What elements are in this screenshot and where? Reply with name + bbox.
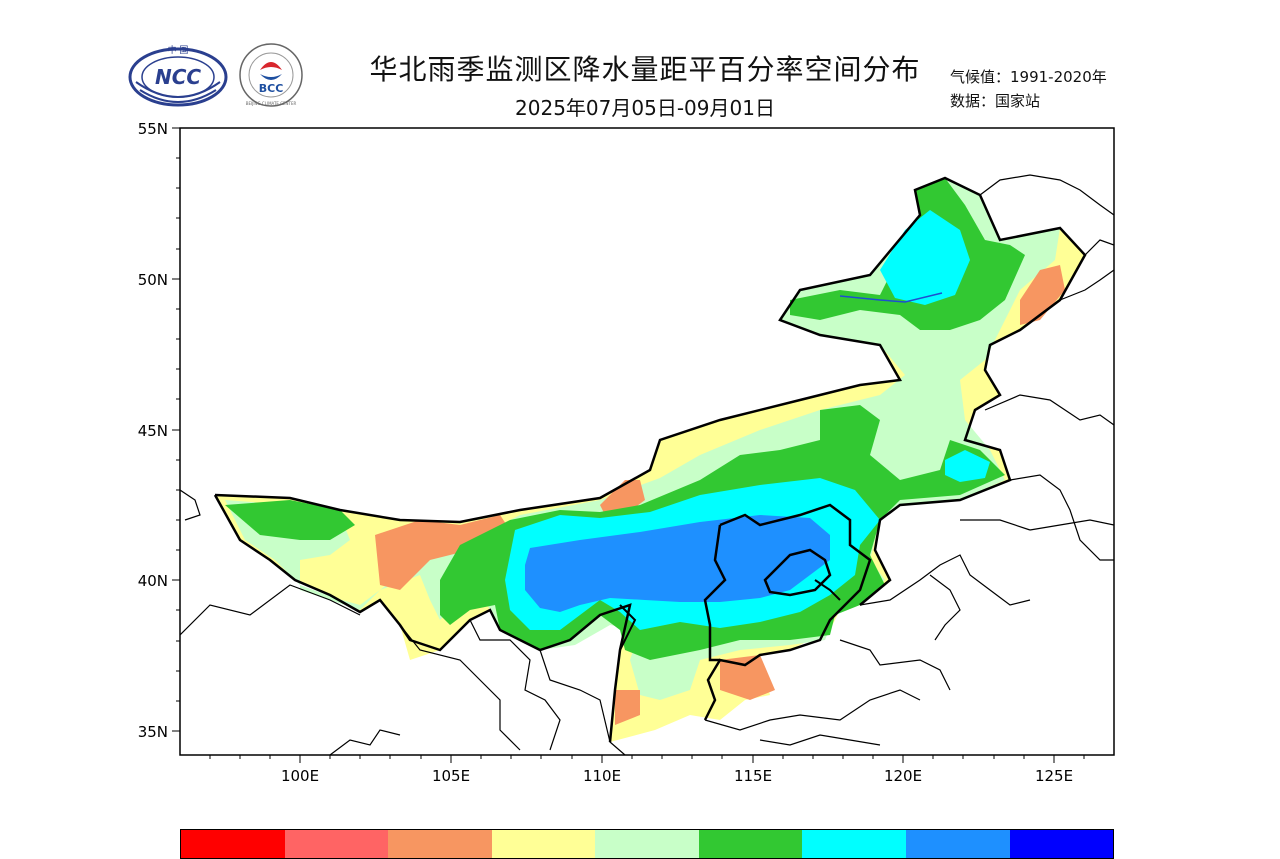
legend-swatch [698,830,803,858]
anomaly-patch-orange-west [375,515,510,590]
legend-swatch [284,830,389,858]
map-title: 华北雨季监测区降水量距平百分率空间分布 [369,53,921,86]
lat-label-35n: 35N [138,723,168,741]
lon-label-100e: 100E [281,767,319,785]
anomaly-patch-orange-southwest [615,690,640,725]
map-frame [179,127,1115,756]
lat-label-40n: 40N [138,572,168,590]
anomaly-patch-orange-northeast [1020,265,1065,325]
legend-swatch [181,830,285,858]
ncc-logo-top-text: 中 国 [168,44,189,56]
ncc-logo-text: NCC [155,65,201,89]
climate-baseline-note: 气候值：1991-2020年 [950,68,1107,86]
lat-label-45n: 45N [138,422,168,440]
lat-label-55n: 55N [138,120,168,138]
data-source-note: 数据：国家站 [950,92,1041,110]
bcc-logo: BCC BEIJING CLIMATE CENTER [238,42,304,108]
legend-swatch [802,830,906,858]
ncc-logo: 中 国 NCC [126,42,230,108]
lat-label-50n: 50N [138,271,168,289]
legend-swatch [491,830,596,858]
lon-label-105e: 105E [432,767,470,785]
anomaly-region-blue [525,515,830,612]
color-legend [180,829,1114,859]
lon-label-110e: 110E [583,767,621,785]
lon-axis [209,755,1085,763]
legend-swatch [905,830,1010,858]
bcc-logo-text: BCC [259,82,284,95]
anomaly-region-cyan-east [945,450,990,482]
anomaly-region-green [225,500,355,540]
legend-swatch [595,830,699,858]
lat-axis [172,127,180,732]
lon-label-115e: 115E [734,767,772,785]
anomaly-patch-orange-south [720,655,775,700]
legend-swatch [388,830,492,858]
lon-label-120e: 120E [884,767,922,785]
legend-swatch [1009,830,1114,858]
anomaly-region-cyan-north [880,210,970,305]
map-subtitle: 2025年07月05日-09月01日 [515,96,775,120]
province-borders [214,176,1087,606]
lon-label-125e: 125E [1035,767,1073,785]
bcc-logo-ring-text: BEIJING CLIMATE CENTER [246,101,297,106]
